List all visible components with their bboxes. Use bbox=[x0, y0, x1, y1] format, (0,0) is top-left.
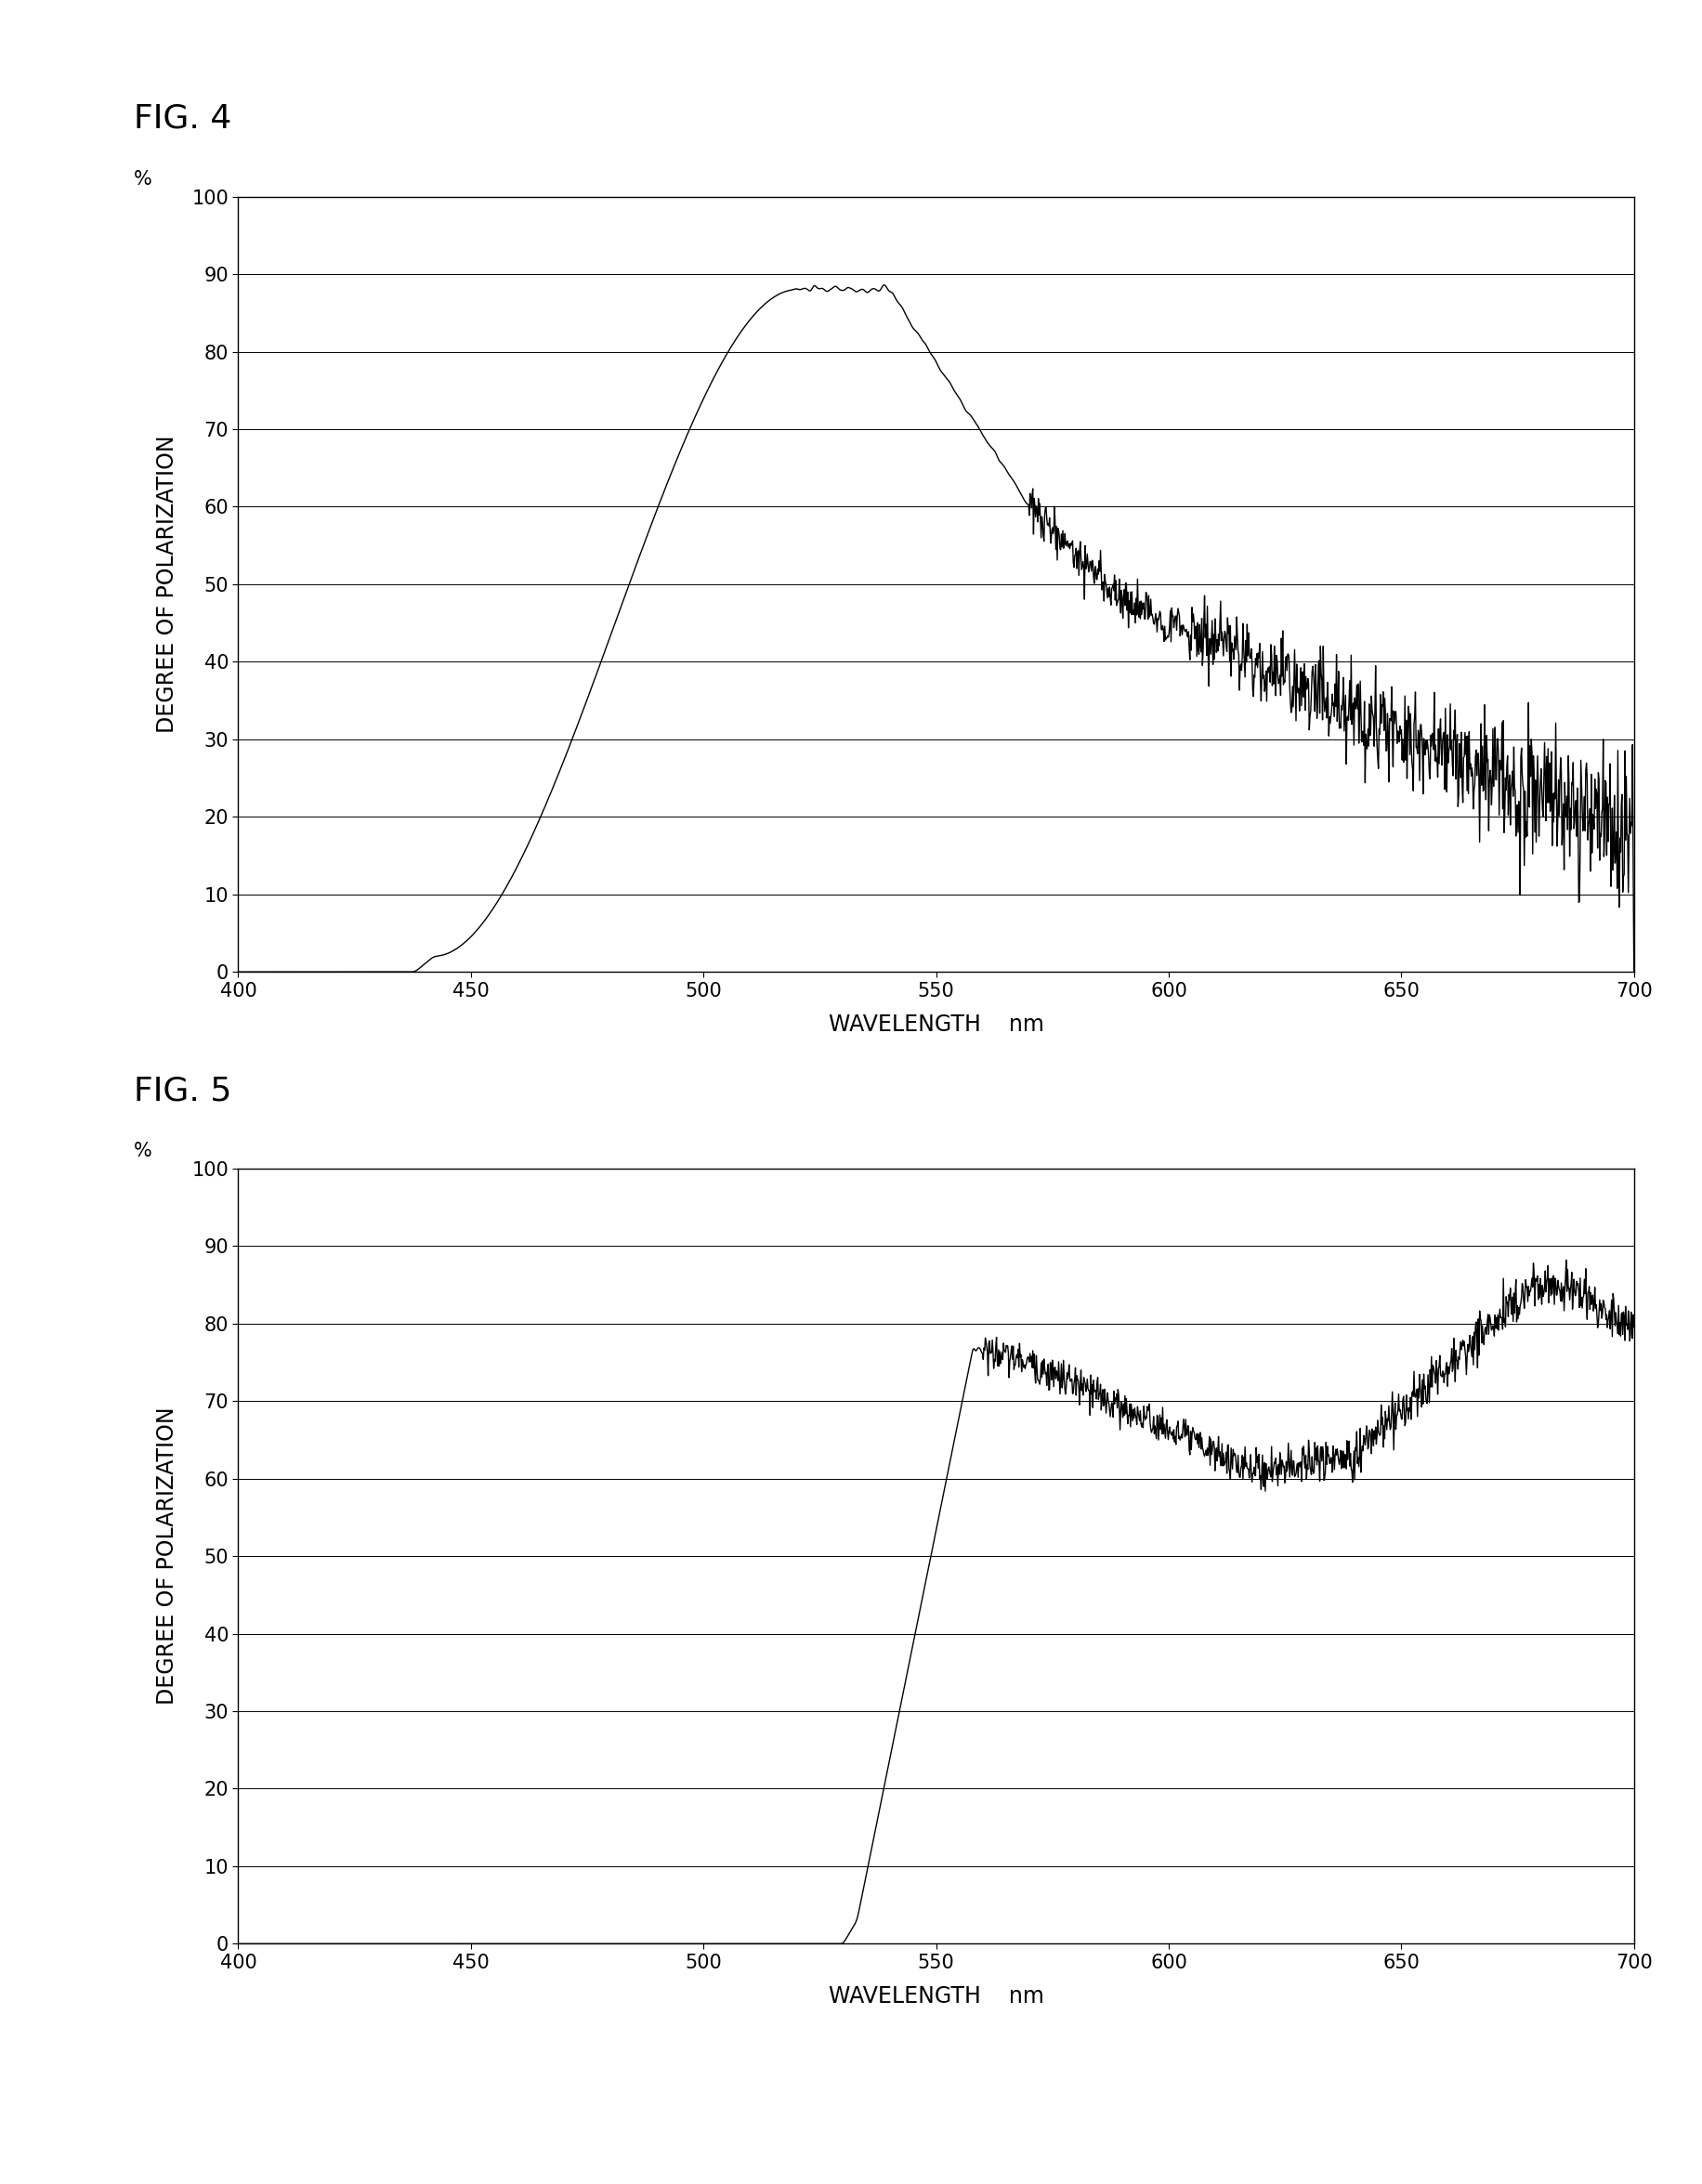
Text: %: % bbox=[133, 1142, 151, 1160]
Text: FIG. 4: FIG. 4 bbox=[133, 103, 231, 135]
Text: %: % bbox=[133, 170, 151, 188]
Text: FIG. 5: FIG. 5 bbox=[133, 1075, 231, 1107]
Y-axis label: DEGREE OF POLARIZATION: DEGREE OF POLARIZATION bbox=[157, 1406, 179, 1706]
X-axis label: WAVELENGTH    nm: WAVELENGTH nm bbox=[829, 1013, 1043, 1035]
X-axis label: WAVELENGTH    nm: WAVELENGTH nm bbox=[829, 1985, 1043, 2007]
Y-axis label: DEGREE OF POLARIZATION: DEGREE OF POLARIZATION bbox=[157, 435, 179, 734]
